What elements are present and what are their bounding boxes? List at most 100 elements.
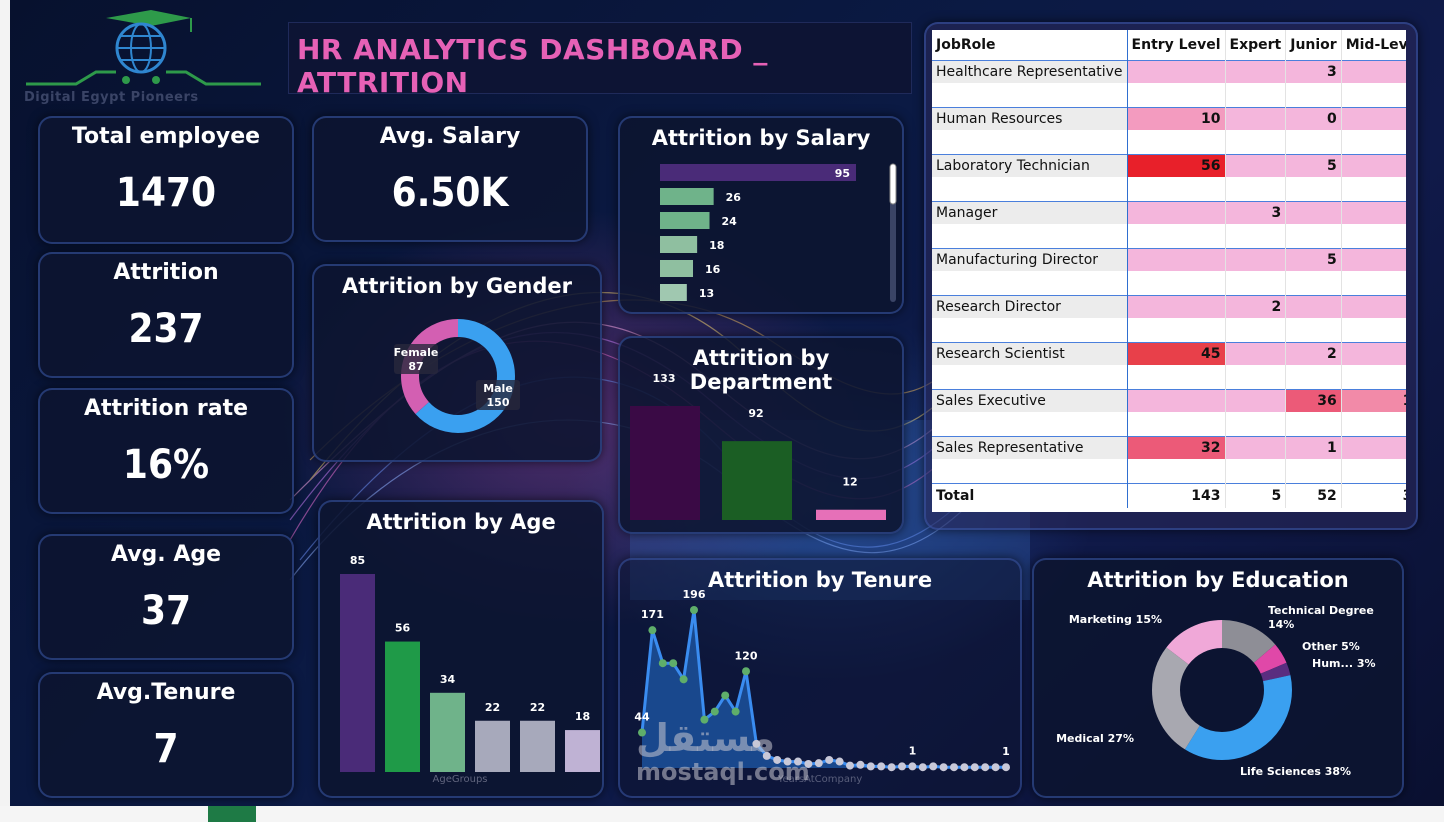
table-cell [1285,201,1342,224]
table-cell [1127,60,1226,83]
tenure-point [710,707,719,716]
table-row[interactable]: Manufacturing Director 55 [932,248,1406,271]
kpi-value: 37 [140,588,192,634]
table-row[interactable]: Healthcare Representative 35 [932,60,1406,83]
table-spacer-row [932,318,1406,343]
watermark-arabic: مستقل [636,716,775,760]
total-cell: 143 [1127,483,1226,508]
chart-title: Attrition by Tenure [707,568,933,592]
table-cell: 3 [1225,201,1287,224]
card-gender: Attrition by Gender Female 87 Male 150 [312,264,602,462]
total-cell: 52 [1285,483,1342,508]
table-cell [1225,248,1287,271]
col-header-jobrole[interactable]: JobRole [932,30,1128,61]
table-cell: 3 [1285,60,1342,83]
table-spacer-cell [1127,130,1226,155]
table-cell: 2 [1341,107,1406,130]
table-spacer-row [932,271,1406,296]
table-cell: 0 [1341,295,1406,318]
tenure-point [846,761,854,770]
table-row[interactable]: Sales Executive 3617 [932,389,1406,412]
age-bar [430,692,465,772]
department-bar [722,441,792,520]
chart-title: Attrition by Education [1087,568,1349,592]
table-total-row: Total14355232 [932,483,1406,508]
tenure-point [825,755,834,764]
tenure-point [814,759,823,768]
row-label: Manager [932,201,1128,224]
col-header-entry-level[interactable]: Entry Level [1127,30,1226,61]
kpi-avg-age: Avg. Age 37 [38,534,294,660]
table-spacer-row [932,130,1406,155]
tenure-point [804,759,813,768]
table-cell [1127,248,1226,271]
col-header-mid-level[interactable]: Mid-Level [1341,30,1406,61]
gender-donut-ring [401,319,515,433]
table-cell: 2 [1225,295,1287,318]
table-spacer-row [932,459,1406,484]
card-age: Attrition by Age 85 56 34 22 22 18 AgeGroups [318,500,604,798]
table-spacer-cell [932,271,1128,296]
chart-title: Attrition by Gender [342,274,572,298]
logo: Digital Egypt Pioneers [16,6,266,106]
table-spacer-cell [1341,459,1406,484]
tenure-data-label: 196 [683,588,706,601]
table-cell [1225,60,1287,83]
table-spacer-cell [1225,83,1287,108]
row-label: Human Resources [932,107,1128,130]
gender-slice [401,319,515,433]
table-spacer-cell [1285,318,1342,343]
tenure-point [721,691,730,700]
gender-data-label: 87 [408,360,423,373]
tenure-point [783,757,792,766]
table-spacer-cell [1341,271,1406,296]
kpi-attrition-rate: Attrition rate 16% [38,388,294,514]
education-slice [1152,620,1292,760]
table-spacer-cell [1127,365,1226,390]
tenure-data-label: 120 [735,649,758,662]
table-spacer-cell [932,224,1128,249]
tenure-point [752,739,761,748]
bottom-strip [0,806,1444,822]
table-cell [1285,295,1342,318]
table-row[interactable]: Research Director 2 0 [932,295,1406,318]
salary-bar [660,236,698,253]
col-header-junior[interactable]: Junior [1285,30,1342,61]
table-spacer-cell [1341,224,1406,249]
table-spacer-cell [932,130,1128,155]
total-cell: 5 [1225,483,1287,508]
tenure-point [762,751,771,760]
table-row[interactable]: Sales Representative 32 1 [932,436,1406,459]
education-data-label: Marketing 15% [1069,613,1162,626]
table-spacer-row [932,177,1406,202]
kpi-label: Avg. Salary [379,124,521,149]
education-data-label: Other 5% [1302,640,1360,653]
table-cell [1127,201,1226,224]
salary-bar [660,284,687,301]
table-spacer-cell [1225,271,1287,296]
tenure-point [835,757,844,766]
col-header-expert[interactable]: Expert [1225,30,1287,61]
total-label: Total [932,483,1128,508]
table-spacer-cell [1225,412,1287,437]
table-spacer-cell [1225,318,1287,343]
education-donut-ring [1152,620,1292,760]
tenure-point [1002,763,1010,772]
tenure-point [929,762,938,771]
kpi-value: 6.50K [391,170,509,216]
age-data-label: 22 [530,701,545,714]
watermark: مستقل mostaql.com [636,718,810,786]
kpi-avg-salary: Avg. Salary 6.50K [312,116,588,242]
kpi-value: 7 [153,726,179,772]
table-row[interactable]: Manager 3 2 [932,201,1406,224]
education-data-label: Life Sciences 38% [1240,765,1351,778]
sheet-tab-indicator[interactable] [208,806,256,822]
chart-title: Attrition by Salary [651,126,871,150]
tenure-area-chart: 44 171 196 120 1 1 YearsAtCompany [634,588,1010,785]
total-cell: 32 [1341,483,1406,508]
table-spacer-cell [932,83,1128,108]
